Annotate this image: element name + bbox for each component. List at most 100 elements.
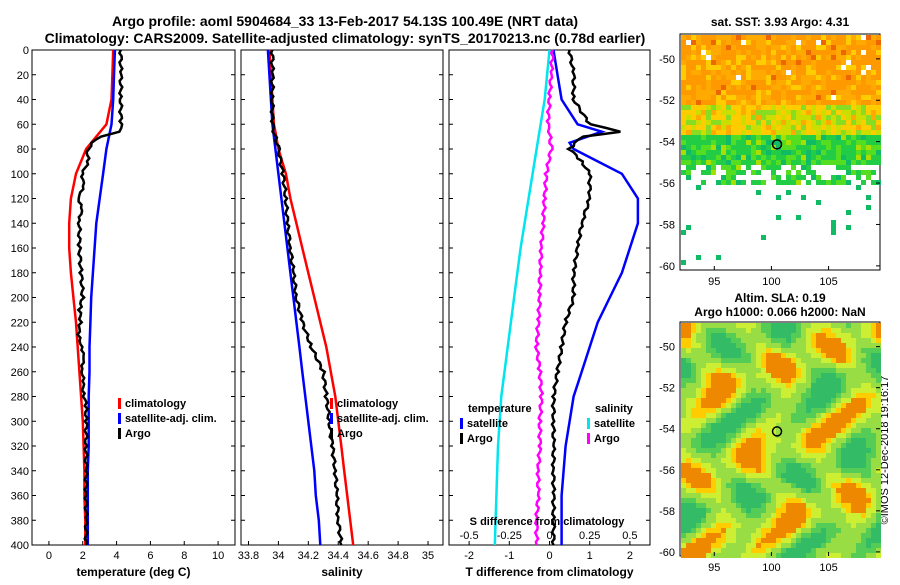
map-cell <box>781 543 786 548</box>
map-cell <box>731 333 736 338</box>
map-cell <box>726 388 731 393</box>
map-cell <box>696 85 701 90</box>
map-cell <box>751 353 756 358</box>
map-cell <box>826 40 831 45</box>
map-cell <box>686 90 691 95</box>
map-cell <box>701 488 706 493</box>
map-cell <box>821 363 826 368</box>
map-x-tick-label: 105 <box>819 562 837 574</box>
map-cell <box>776 215 781 220</box>
map-cell <box>846 348 851 353</box>
map-cell <box>821 70 826 75</box>
map-cell <box>856 160 861 165</box>
map-cell <box>696 393 701 398</box>
map-cell <box>746 553 751 558</box>
map-cell <box>791 463 796 468</box>
map-cell <box>701 458 706 463</box>
map-cell <box>876 373 881 378</box>
map-cell <box>826 110 831 115</box>
map-cell <box>756 130 761 135</box>
map-cell <box>721 348 726 353</box>
map-cell <box>726 323 731 328</box>
map-cell <box>836 408 841 413</box>
map-cell <box>746 468 751 473</box>
map-cell <box>841 508 846 513</box>
map-cell <box>731 398 736 403</box>
map-cell <box>821 438 826 443</box>
map-cell <box>876 115 881 120</box>
map-cell <box>691 95 696 100</box>
map-cell <box>821 120 826 125</box>
map-cell <box>726 383 731 388</box>
map-cell <box>756 333 761 338</box>
map-cell <box>866 378 871 383</box>
map-cell <box>826 518 831 523</box>
map-cell <box>746 498 751 503</box>
map-cell <box>776 493 781 498</box>
map-cell <box>741 363 746 368</box>
map-cell <box>866 353 871 358</box>
map-cell <box>861 483 866 488</box>
map-cell <box>691 368 696 373</box>
map-cell <box>686 65 691 70</box>
map-cell <box>711 513 716 518</box>
depth-tick-label: 280 <box>11 392 29 404</box>
map-cell <box>681 75 686 80</box>
map-cell <box>811 363 816 368</box>
legend-entry: climatology <box>125 398 187 410</box>
map-cell <box>826 483 831 488</box>
map-cell <box>761 463 766 468</box>
map-cell <box>716 125 721 130</box>
map-cell <box>756 403 761 408</box>
map-cell <box>811 105 816 110</box>
map-cell <box>741 35 746 40</box>
map-cell <box>686 378 691 383</box>
map-cell <box>781 35 786 40</box>
map-cell <box>761 45 766 50</box>
map-cell <box>691 328 696 333</box>
map-cell <box>811 170 816 175</box>
map-cell <box>866 528 871 533</box>
map-cell <box>861 160 866 165</box>
sla-map-title-line1: Altim. SLA: 0.19 <box>734 291 826 305</box>
map-cell <box>856 353 861 358</box>
map-cell <box>681 478 686 483</box>
map-cell <box>841 523 846 528</box>
map-cell <box>791 175 796 180</box>
map-cell <box>686 538 691 543</box>
map-cell <box>736 155 741 160</box>
map-cell <box>781 80 786 85</box>
map-cell <box>726 55 731 60</box>
map-cell <box>836 110 841 115</box>
map-cell <box>771 468 776 473</box>
map-cell <box>721 458 726 463</box>
map-y-tick-label: -54 <box>659 424 675 436</box>
map-cell <box>696 518 701 523</box>
map-cell <box>766 483 771 488</box>
map-cell <box>726 543 731 548</box>
map-cell <box>826 538 831 543</box>
map-cell <box>821 40 826 45</box>
map-cell <box>851 120 856 125</box>
map-cell <box>791 388 796 393</box>
map-cell <box>841 55 846 60</box>
map-cell <box>696 453 701 458</box>
map-cell <box>706 110 711 115</box>
x-tick-label: 0 <box>46 550 52 562</box>
map-cell <box>856 433 861 438</box>
map-cell <box>781 458 786 463</box>
map-cell <box>836 130 841 135</box>
map-cell <box>686 145 691 150</box>
map-cell <box>706 323 711 328</box>
map-cell <box>806 433 811 438</box>
map-cell <box>836 413 841 418</box>
map-cell <box>746 358 751 363</box>
map-cell <box>796 513 801 518</box>
map-cell <box>811 438 816 443</box>
map-cell <box>866 453 871 458</box>
map-cell <box>821 418 826 423</box>
map-cell <box>726 443 731 448</box>
map-cell <box>756 503 761 508</box>
map-cell <box>766 328 771 333</box>
map-cell <box>716 353 721 358</box>
